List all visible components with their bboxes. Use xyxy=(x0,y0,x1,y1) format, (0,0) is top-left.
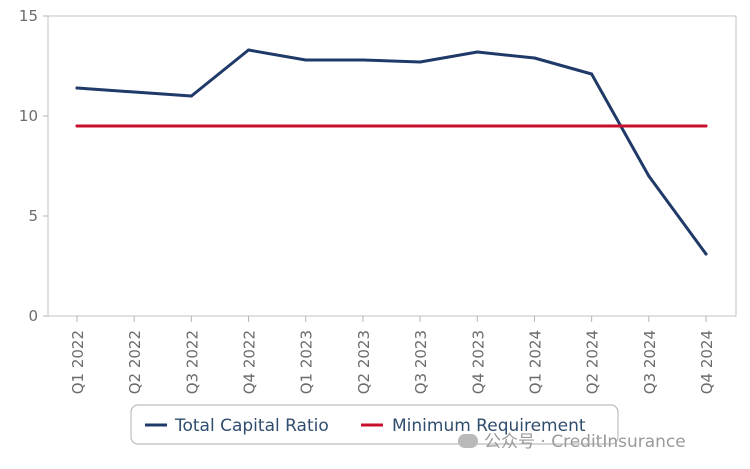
data-point-total-capital-ratio-q1-2023 xyxy=(304,58,308,62)
series-layer xyxy=(75,48,708,256)
data-point-total-capital-ratio-q2-2022 xyxy=(132,90,136,94)
x-tick-label-q4-2022: Q4 2022 xyxy=(241,330,259,394)
data-point-total-capital-ratio-q2-2023 xyxy=(361,58,365,62)
plot-area xyxy=(47,15,737,317)
data-point-minimum-requirement-q3-2023 xyxy=(418,124,422,128)
x-tick-label-q2-2024: Q2 2024 xyxy=(584,330,602,394)
x-tick-label-q1-2022: Q1 2022 xyxy=(69,330,87,394)
data-point-minimum-requirement-q2-2024 xyxy=(590,124,594,128)
data-point-total-capital-ratio-q2-2024 xyxy=(590,72,594,76)
series-line-total-capital-ratio xyxy=(75,48,708,256)
x-tick-label-q2-2023: Q2 2023 xyxy=(355,330,373,394)
data-point-minimum-requirement-q3-2022 xyxy=(189,124,193,128)
wechat-icon xyxy=(458,434,478,448)
x-tick-label-q2-2022: Q2 2022 xyxy=(126,330,144,394)
y-tick-label: 10 xyxy=(19,107,38,125)
data-point-minimum-requirement-q1-2024 xyxy=(532,124,536,128)
y-axis: 0 5 10 15 xyxy=(19,7,48,325)
data-point-minimum-requirement-q2-2023 xyxy=(361,124,365,128)
watermark-text: 公众号 · CreditInsurance xyxy=(484,432,686,452)
data-point-total-capital-ratio-q4-2022 xyxy=(247,48,251,52)
y-tick-label: 15 xyxy=(19,7,38,25)
data-point-total-capital-ratio-q1-2024 xyxy=(532,56,536,60)
x-tick-label-q1-2023: Q1 2023 xyxy=(298,330,316,394)
legend-label-minimum-requirement: Minimum Requirement xyxy=(392,416,586,436)
x-tick-label-q4-2024: Q4 2024 xyxy=(698,330,716,394)
watermark: 公众号 · CreditInsurance xyxy=(458,427,686,452)
x-axis: Q1 2022 Q2 2022 Q3 2022 Q4 2022 Q1 2023 Q2 20… xyxy=(69,316,716,394)
data-point-minimum-requirement-q4-2023 xyxy=(475,124,479,128)
data-point-total-capital-ratio-q4-2023 xyxy=(475,50,479,54)
x-tick-label-q3-2022: Q3 2022 xyxy=(183,330,201,394)
legend: Total Capital Ratio Minimum Requirement xyxy=(130,404,619,445)
data-point-total-capital-ratio-q3-2022 xyxy=(189,94,193,98)
data-point-total-capital-ratio-q1-2022 xyxy=(75,86,79,90)
data-point-total-capital-ratio-q3-2023 xyxy=(418,60,422,64)
data-point-minimum-requirement-q3-2024 xyxy=(647,124,651,128)
data-point-minimum-requirement-q1-2022 xyxy=(75,124,79,128)
legend-label-total-capital-ratio: Total Capital Ratio xyxy=(174,416,329,436)
x-tick-label-q4-2023: Q4 2023 xyxy=(469,330,487,394)
data-point-minimum-requirement-q4-2022 xyxy=(247,124,251,128)
y-tick-label: 0 xyxy=(28,307,38,325)
x-tick-label-q3-2024: Q3 2024 xyxy=(641,330,659,394)
x-tick-label-q3-2023: Q3 2023 xyxy=(412,330,430,394)
data-point-minimum-requirement-q4-2024 xyxy=(704,124,708,128)
x-tick-label-q1-2024: Q1 2024 xyxy=(526,330,544,394)
data-point-minimum-requirement-q1-2023 xyxy=(304,124,308,128)
data-point-minimum-requirement-q2-2022 xyxy=(132,124,136,128)
data-point-total-capital-ratio-q3-2024 xyxy=(647,174,651,178)
data-point-total-capital-ratio-q4-2024 xyxy=(704,252,708,256)
y-tick-label: 5 xyxy=(28,207,38,225)
